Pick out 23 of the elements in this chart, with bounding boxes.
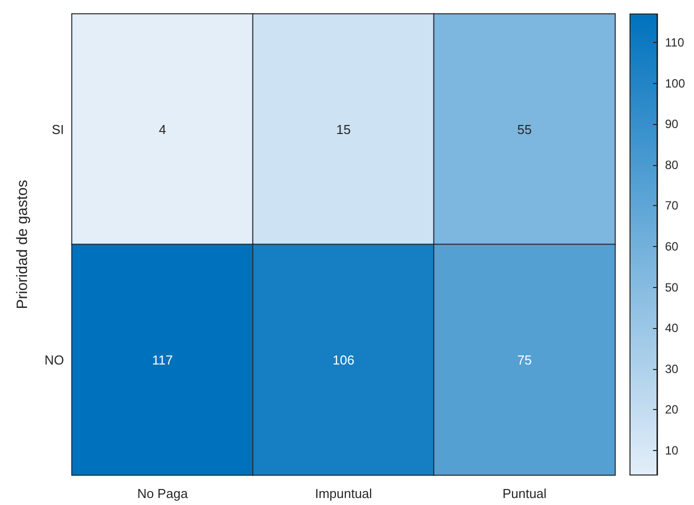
y-tick-label: NO (44, 352, 64, 368)
color-bar-label: 40 (665, 321, 679, 336)
data-label: 117 (152, 352, 173, 368)
data-label: 75 (517, 352, 532, 368)
color-bar-label: 100 (665, 76, 686, 90)
color-bar-label: 70 (665, 198, 679, 213)
x-tick-label: Puntual (502, 486, 547, 501)
x-tick-label: Impuntual (314, 486, 372, 501)
y-tick-label: SI (52, 122, 64, 137)
color-bar-label: 50 (665, 280, 679, 294)
color-bar-label: 90 (665, 117, 679, 132)
x-tick-label: No Paga (137, 486, 189, 501)
color-bar-label: 60 (665, 240, 679, 254)
color-bar-label: 80 (665, 158, 679, 172)
color-bar-label: 110 (665, 36, 684, 50)
y-axis-title: Prioridad de gastos (14, 180, 31, 310)
data-label: 55 (517, 122, 532, 137)
color-bar-label: 10 (665, 444, 679, 458)
data-label: 15 (336, 122, 351, 137)
color-bar-label: 20 (665, 402, 679, 417)
data-label: 106 (332, 352, 354, 368)
color-bar-label: 30 (665, 362, 679, 376)
data-label: 4 (158, 122, 166, 137)
